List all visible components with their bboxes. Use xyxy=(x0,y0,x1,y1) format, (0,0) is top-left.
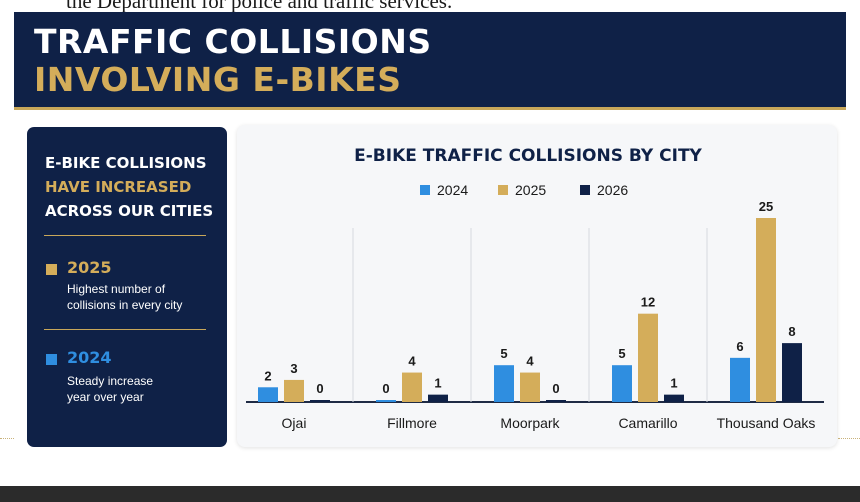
dotted-guide-left xyxy=(0,438,14,439)
data-label: 6 xyxy=(736,339,743,354)
panel-divider xyxy=(44,235,206,236)
data-label: 0 xyxy=(552,381,559,396)
x-tick-label: Camarillo xyxy=(618,415,677,431)
summary-title: E-BIKE COLLISIONS HAVE INCREASED ACROSS … xyxy=(45,151,221,223)
summary-panel: E-BIKE COLLISIONS HAVE INCREASED ACROSS … xyxy=(27,127,227,447)
gold-swatch-icon xyxy=(46,264,57,275)
bar-2024-thousand-oaks xyxy=(730,357,750,402)
legend-label-2026: 2026 xyxy=(597,182,628,198)
bottom-bar xyxy=(0,486,860,502)
bar-2026-moorpark xyxy=(546,400,566,402)
highlight-note-2024-line1: Steady increase xyxy=(67,374,154,388)
bar-2026-camarillo xyxy=(664,394,684,402)
bar-2025-moorpark xyxy=(520,372,540,402)
bar-2025-thousand-oaks xyxy=(756,218,776,402)
data-label: 1 xyxy=(670,376,677,391)
data-label: 8 xyxy=(788,324,795,339)
data-label: 25 xyxy=(759,199,773,214)
bar-2025-ojai xyxy=(284,379,304,402)
summary-title-line1: E-BIKE COLLISIONS xyxy=(45,154,207,172)
legend-swatch-2024 xyxy=(420,185,430,195)
bar-2024-camarillo xyxy=(612,365,632,402)
bar-2026-fillmore xyxy=(428,394,448,402)
x-tick-label: Thousand Oaks xyxy=(717,415,816,431)
legend-label-2024: 2024 xyxy=(437,182,468,198)
x-tick-label: Moorpark xyxy=(500,415,560,431)
bar-2025-fillmore xyxy=(402,372,422,402)
data-label: 4 xyxy=(408,354,416,369)
highlight-note-2025-line2: collisions in every city xyxy=(67,298,183,312)
summary-title-line2: HAVE INCREASED xyxy=(45,178,192,196)
data-label: 0 xyxy=(316,381,323,396)
summary-title-line3: ACROSS OUR CITIES xyxy=(45,202,214,220)
panel-divider xyxy=(44,329,206,330)
highlight-note-2025: Highest number of collisions in every ci… xyxy=(67,281,217,313)
intro-text: the Department for police and traffic se… xyxy=(66,0,453,13)
bar-2026-ojai xyxy=(310,400,330,402)
data-label: 5 xyxy=(500,346,507,361)
data-label: 0 xyxy=(382,381,389,396)
highlight-note-2024-line2: year over year xyxy=(67,390,144,404)
x-tick-label: Ojai xyxy=(282,415,307,431)
page-title-line2: INVOLVING E-BIKES xyxy=(34,60,402,99)
bar-2024-ojai xyxy=(258,387,278,402)
page-title-line1: TRAFFIC COLLISIONS xyxy=(34,22,432,61)
dotted-guide-right xyxy=(838,438,860,439)
data-label: 1 xyxy=(434,376,441,391)
highlight-year-2024: 2024 xyxy=(67,348,112,367)
highlight-note-2025-line1: Highest number of xyxy=(67,282,166,296)
bar-2024-fillmore xyxy=(376,400,396,402)
legend-swatch-2025 xyxy=(498,185,508,195)
data-label: 2 xyxy=(264,368,271,383)
data-label: 5 xyxy=(618,346,625,361)
data-label: 3 xyxy=(290,361,297,376)
highlight-note-2024: Steady increase year over year xyxy=(67,373,217,405)
highlight-year-2025: 2025 xyxy=(67,258,112,277)
data-label: 12 xyxy=(641,295,655,310)
chart-title: E-BIKE TRAFFIC COLLISIONS BY CITY xyxy=(354,146,702,166)
bar-2025-camarillo xyxy=(638,313,658,402)
blue-swatch-icon xyxy=(46,354,57,365)
x-tick-label: Fillmore xyxy=(387,415,437,431)
data-label: 4 xyxy=(526,354,534,369)
bar-2024-moorpark xyxy=(494,365,514,402)
legend-swatch-2026 xyxy=(580,185,590,195)
legend-label-2025: 2025 xyxy=(515,182,546,198)
bar-2026-thousand-oaks xyxy=(782,343,802,402)
header-banner: TRAFFIC COLLISIONS INVOLVING E-BIKES xyxy=(14,12,846,110)
